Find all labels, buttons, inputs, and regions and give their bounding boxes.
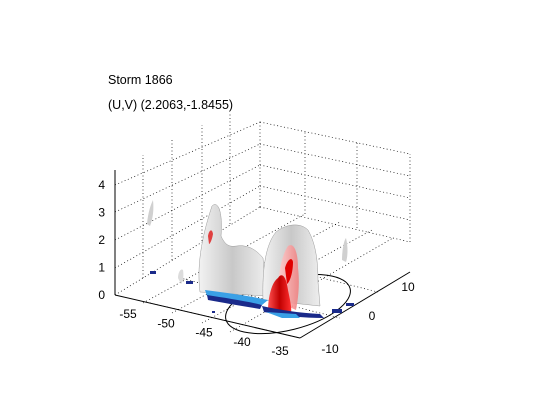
x-tick-label: -40 <box>233 335 251 349</box>
grid-lines <box>114 112 411 339</box>
z-axis-labels: 0 1 2 3 4 <box>98 178 105 302</box>
y-axis-labels: -10 0 10 <box>321 280 415 356</box>
x-tick-label: -55 <box>119 307 137 321</box>
y-tick-label: 10 <box>401 280 415 294</box>
z-tick-label: 4 <box>98 178 105 192</box>
red-isosurface <box>208 230 299 314</box>
z-tick-label: 0 <box>98 288 105 302</box>
chart-subtitle: (U,V) (2.2063,-1.8455) <box>108 98 234 112</box>
chart-title: Storm 1866 <box>108 73 173 87</box>
x-axis-labels: -55 -50 -45 -40 -35 <box>119 307 289 358</box>
x-tick-label: -35 <box>271 344 289 358</box>
z-tick-label: 1 <box>98 261 105 275</box>
axes-box <box>114 170 411 339</box>
y-tick-label: -10 <box>321 342 339 356</box>
x-tick-label: -50 <box>157 316 175 330</box>
blue-base <box>150 271 354 318</box>
grey-isosurface <box>147 200 348 307</box>
z-tick-label: 2 <box>98 233 105 247</box>
x-tick-label: -45 <box>195 326 213 340</box>
y-tick-label: 0 <box>369 309 376 323</box>
z-tick-label: 3 <box>98 206 105 220</box>
